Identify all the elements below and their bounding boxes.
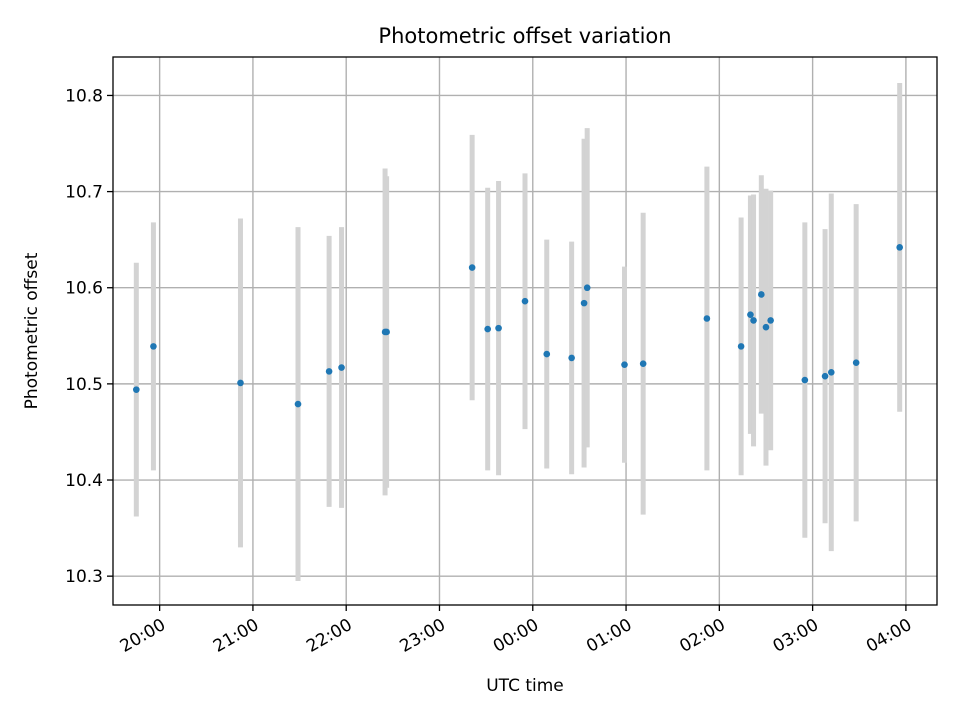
data-point (621, 361, 628, 368)
data-point (580, 299, 588, 307)
data-point (821, 372, 829, 380)
data-point (383, 328, 390, 336)
data-point (543, 350, 551, 358)
y-tick-label: 10.4 (65, 471, 103, 491)
y-tick-label: 10.6 (65, 279, 103, 299)
data-point (495, 324, 502, 332)
data-point (703, 315, 711, 322)
data-point (294, 400, 302, 408)
data-point (750, 317, 757, 324)
data-point (583, 284, 591, 292)
y-tick-label: 10.5 (65, 375, 103, 395)
data-point (801, 376, 809, 384)
data-point (325, 368, 333, 375)
data-point (762, 323, 770, 331)
y-tick-label: 10.8 (65, 86, 103, 106)
y-tick-label: 10.3 (65, 567, 103, 587)
chart-title: Photometric offset variation (378, 24, 671, 48)
data-point (852, 359, 860, 367)
data-point (896, 244, 903, 251)
data-point (767, 317, 774, 324)
data-point (150, 343, 157, 350)
data-point (133, 386, 140, 393)
data-point (338, 364, 345, 371)
data-point (747, 311, 754, 318)
x-axis-label: UTC time (486, 676, 564, 696)
data-point (639, 360, 647, 367)
data-point (484, 325, 491, 333)
data-point (237, 379, 244, 387)
plot-frame (112, 56, 938, 606)
y-tick-label: 10.7 (65, 183, 103, 203)
data-point (758, 291, 765, 298)
y-axis-label: Photometric offset (22, 252, 42, 409)
data-point (568, 354, 575, 362)
data-point (827, 369, 835, 376)
data-point (468, 264, 476, 271)
data-point (521, 297, 529, 305)
data-point (737, 343, 745, 350)
point-layer (133, 244, 903, 408)
